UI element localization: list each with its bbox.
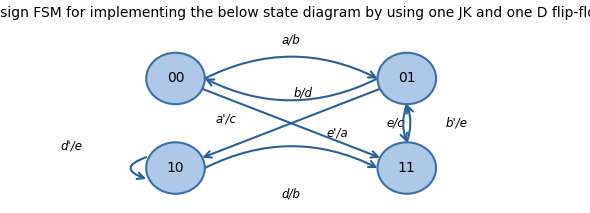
Text: a/b: a/b — [282, 33, 300, 46]
Text: d/b: d/b — [281, 188, 301, 201]
Text: e'/a: e'/a — [326, 127, 348, 140]
Text: 10: 10 — [167, 161, 184, 175]
FancyArrowPatch shape — [130, 157, 146, 179]
FancyArrowPatch shape — [205, 146, 375, 168]
Ellipse shape — [146, 53, 205, 104]
Text: 00: 00 — [167, 72, 184, 85]
Text: b'/e: b'/e — [446, 117, 468, 130]
Ellipse shape — [146, 142, 205, 194]
Text: 11: 11 — [398, 161, 416, 175]
Text: a'/c: a'/c — [215, 113, 236, 126]
Text: Design FSM for implementing the below state diagram by using one JK and one D fl: Design FSM for implementing the below st… — [0, 6, 590, 20]
FancyArrowPatch shape — [207, 78, 378, 100]
Text: e/c: e/c — [386, 117, 404, 130]
Ellipse shape — [378, 142, 436, 194]
FancyArrowPatch shape — [407, 106, 413, 142]
Ellipse shape — [378, 53, 436, 104]
FancyArrowPatch shape — [205, 57, 375, 78]
Text: 01: 01 — [398, 72, 415, 85]
Text: b/d: b/d — [293, 86, 312, 99]
FancyArrowPatch shape — [205, 89, 380, 158]
FancyArrowPatch shape — [202, 89, 378, 158]
FancyArrowPatch shape — [401, 104, 407, 140]
Text: d'/e: d'/e — [60, 139, 83, 152]
